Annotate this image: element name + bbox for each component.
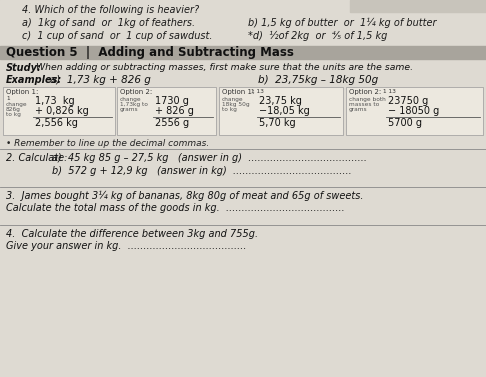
Bar xyxy=(346,87,483,135)
Text: 3.  James bought 3¼ kg of bananas, 8kg 80g of meat and 65g of sweets.: 3. James bought 3¼ kg of bananas, 8kg 80… xyxy=(6,191,364,201)
Text: 23,75 kg: 23,75 kg xyxy=(259,96,302,106)
Text: Option 2:: Option 2: xyxy=(349,89,381,95)
Bar xyxy=(117,87,216,135)
Text: 1,73  kg: 1,73 kg xyxy=(35,96,75,106)
Text: Option 1:: Option 1: xyxy=(222,89,254,95)
Bar xyxy=(3,87,115,135)
Text: 2,556 kg: 2,556 kg xyxy=(35,118,78,128)
Text: • Remember to line up the decimal commas.: • Remember to line up the decimal commas… xyxy=(6,139,209,148)
Text: 2. Calculate:: 2. Calculate: xyxy=(6,153,68,163)
Text: to kg: to kg xyxy=(6,112,21,117)
Text: b) 1,5 kg of butter  or  1¼ kg of butter: b) 1,5 kg of butter or 1¼ kg of butter xyxy=(248,18,436,28)
Bar xyxy=(0,225,486,377)
Text: change: change xyxy=(120,97,141,102)
Text: Study:: Study: xyxy=(6,63,42,73)
Text: 1730 g: 1730 g xyxy=(155,96,189,106)
Text: 18kg 50g: 18kg 50g xyxy=(222,102,250,107)
Text: −18,05 kg: −18,05 kg xyxy=(259,106,310,116)
Text: grams: grams xyxy=(120,107,139,112)
Text: b)  572 g + 12,9 kg   (answer in kg)  ......................................: b) 572 g + 12,9 kg (answer in kg) ......… xyxy=(52,166,352,176)
Text: When adding or subtracting masses, first make sure that the units are the same.: When adding or subtracting masses, first… xyxy=(36,63,413,72)
Text: a)  45 kg 85 g – 27,5 kg   (answer in g)  ......................................: a) 45 kg 85 g – 27,5 kg (answer in g) ..… xyxy=(52,153,367,163)
Text: Option 2:: Option 2: xyxy=(120,89,152,95)
Text: change: change xyxy=(6,102,28,107)
Text: + 0,826 kg: + 0,826 kg xyxy=(35,106,89,116)
Text: Calculate the total mass of the goods in kg.  ..................................: Calculate the total mass of the goods in… xyxy=(6,203,345,213)
Text: Give your answer in kg.  ......................................: Give your answer in kg. ................… xyxy=(6,241,246,251)
Text: change both: change both xyxy=(349,97,386,102)
Text: − 18050 g: − 18050 g xyxy=(388,106,439,116)
Text: Examples:: Examples: xyxy=(6,75,62,85)
Text: b)  23,75kg – 18kg 50g: b) 23,75kg – 18kg 50g xyxy=(258,75,378,85)
Text: 1 13: 1 13 xyxy=(383,89,396,94)
Bar xyxy=(350,0,486,12)
Text: 5,70 kg: 5,70 kg xyxy=(259,118,295,128)
Text: grams: grams xyxy=(349,107,367,112)
Text: 4. Which of the following is heavier?: 4. Which of the following is heavier? xyxy=(22,5,199,15)
Text: a)  1kg of sand  or  1kg of feathers.: a) 1kg of sand or 1kg of feathers. xyxy=(22,18,195,28)
Text: 1,73kg to: 1,73kg to xyxy=(120,102,148,107)
Bar xyxy=(219,87,343,135)
Text: 23750 g: 23750 g xyxy=(388,96,428,106)
Text: c)  1 cup of sand  or  1 cup of sawdust.: c) 1 cup of sand or 1 cup of sawdust. xyxy=(22,31,212,41)
Text: to kg: to kg xyxy=(222,107,237,112)
Text: Option 1:: Option 1: xyxy=(6,89,38,95)
Text: 826g: 826g xyxy=(6,107,21,112)
Bar xyxy=(0,46,486,59)
Bar xyxy=(0,149,486,189)
Bar xyxy=(0,187,486,227)
Text: *d)  ½of 2kg  or  ⁴⁄₅ of 1,5 kg: *d) ½of 2kg or ⁴⁄₅ of 1,5 kg xyxy=(248,31,387,41)
Text: 1: 1 xyxy=(6,96,10,101)
Text: change: change xyxy=(222,97,243,102)
Bar xyxy=(0,0,486,85)
Text: masses to: masses to xyxy=(349,102,379,107)
Text: a)  1,73 kg + 826 g: a) 1,73 kg + 826 g xyxy=(50,75,151,85)
Text: 4.  Calculate the difference between 3kg and 755g.: 4. Calculate the difference between 3kg … xyxy=(6,229,258,239)
Text: 5700 g: 5700 g xyxy=(388,118,422,128)
Text: 1 13: 1 13 xyxy=(251,89,264,94)
Text: + 826 g: + 826 g xyxy=(155,106,194,116)
Text: Question 5  |  Adding and Subtracting Mass: Question 5 | Adding and Subtracting Mass xyxy=(6,46,294,59)
Bar xyxy=(0,59,486,199)
Text: 2556 g: 2556 g xyxy=(155,118,189,128)
